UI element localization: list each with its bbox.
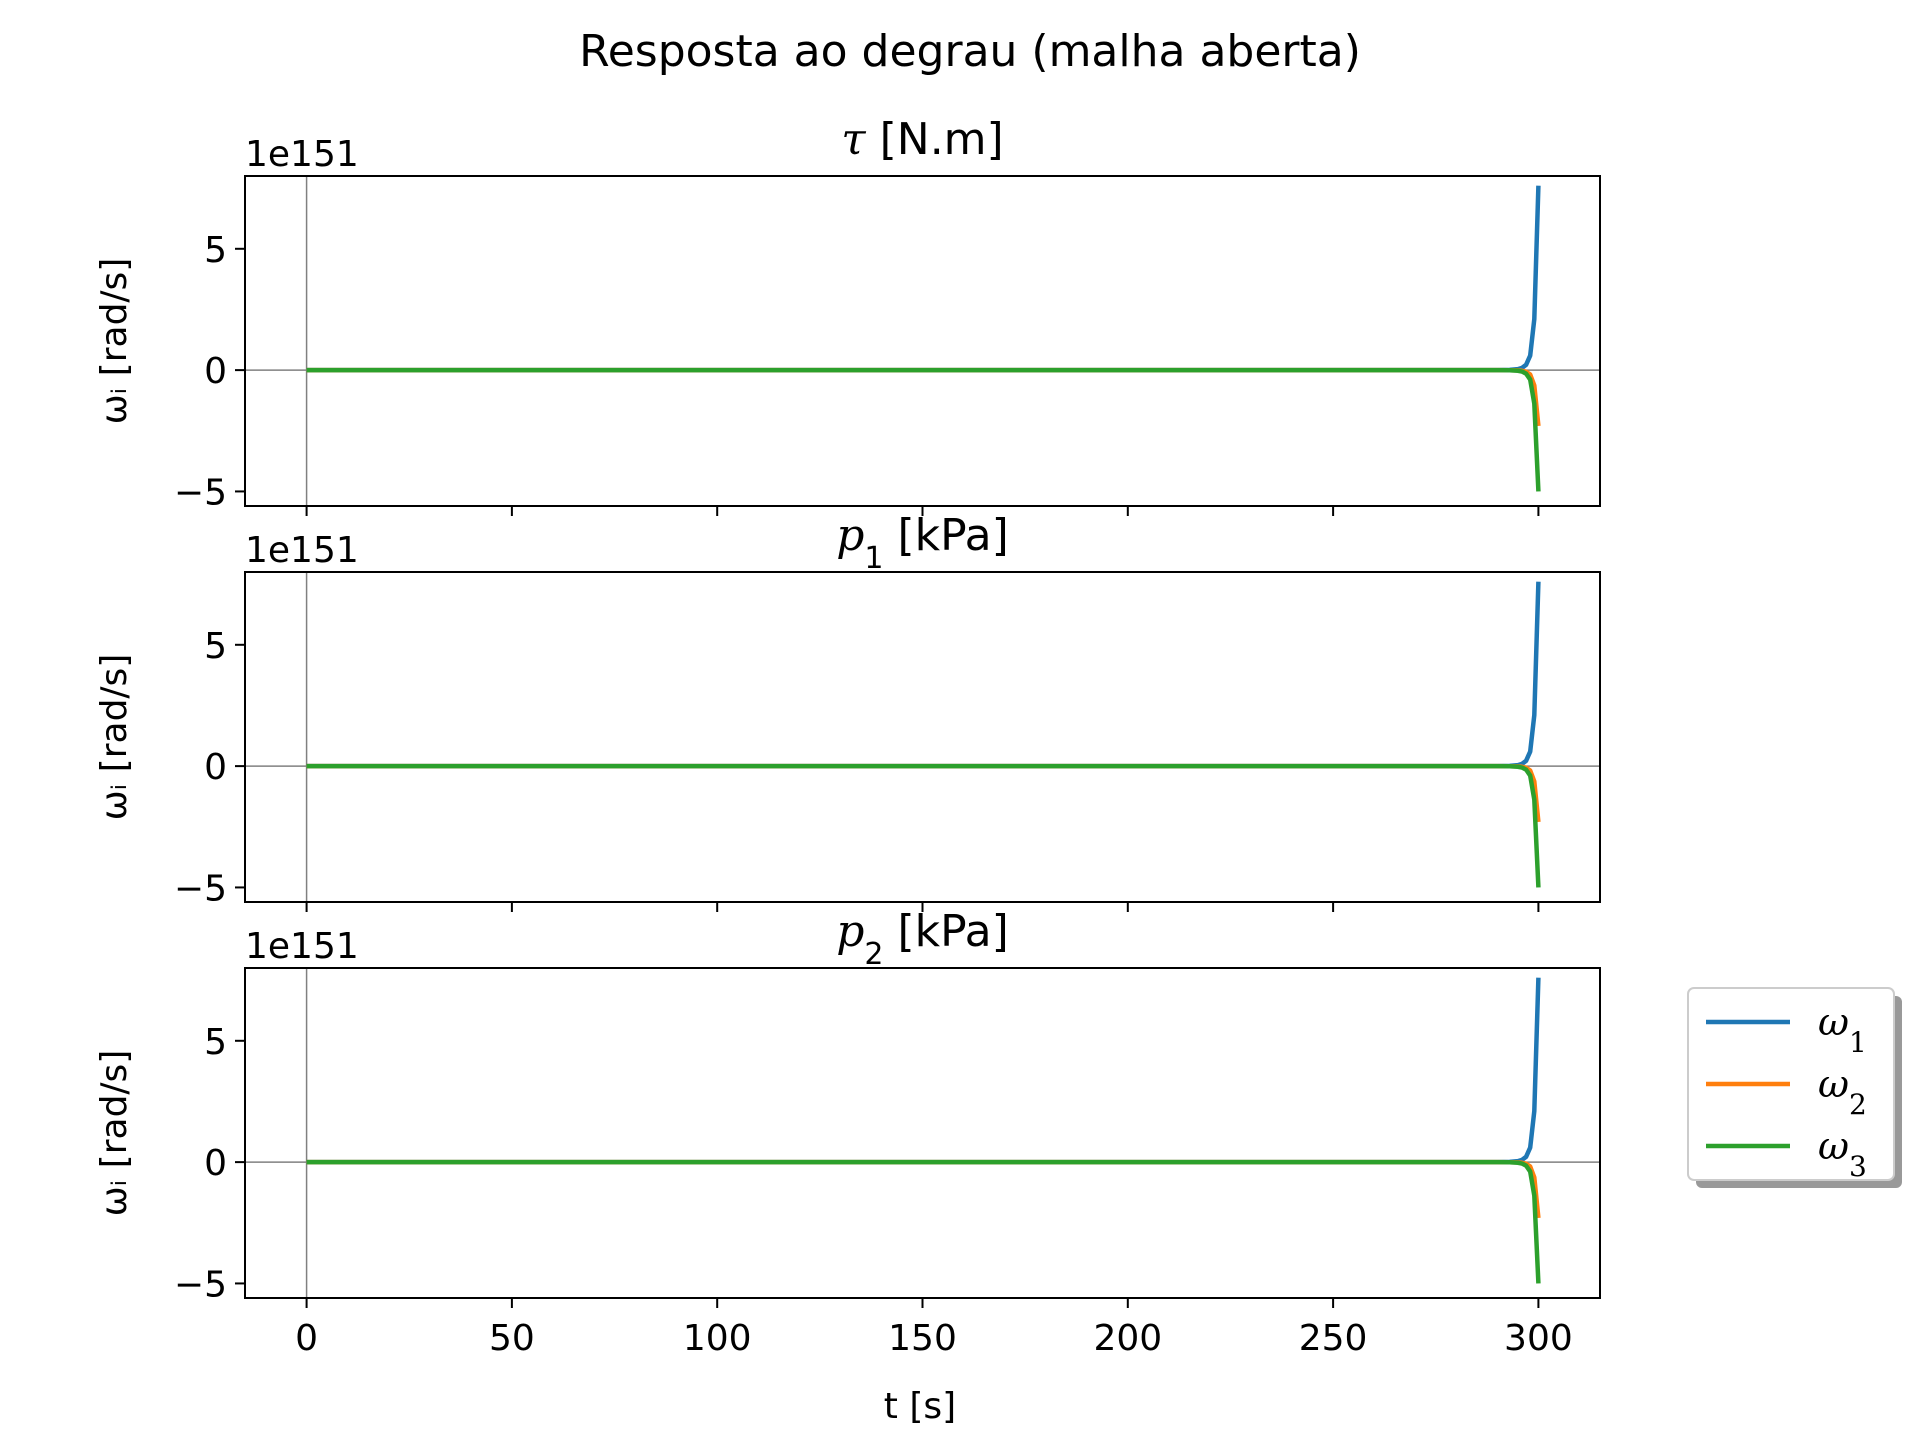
figure-title: Resposta ao degrau (malha aberta) (579, 26, 1361, 77)
y-offset-text: 1e151 (245, 134, 359, 175)
legend-entry-ω3: ω3 (1706, 1124, 1867, 1183)
x-tick-label: 150 (888, 1318, 957, 1359)
axes-frame (244, 967, 1601, 1299)
y-axis-label: ωᵢ [rad/s] (94, 654, 135, 821)
series-line-ω2 (306, 367, 1541, 427)
series-line-ω2 (306, 763, 1541, 823)
legend-label: ω1 (1818, 1000, 1867, 1059)
x-tick-label: 200 (1093, 1318, 1162, 1359)
axes-frame (244, 175, 1601, 507)
y-tick-label: 0 (204, 747, 227, 788)
legend-label: ω2 (1818, 1062, 1867, 1121)
y-axis-label: ωᵢ [rad/s] (94, 258, 135, 425)
series-line-ω2 (306, 1159, 1541, 1219)
x-tick-label: 100 (683, 1318, 752, 1359)
legend-box (1687, 987, 1895, 1181)
y-offset-text: 1e151 (245, 530, 359, 571)
y-tick-label: 0 (204, 351, 227, 392)
series-line-ω3 (306, 1159, 1541, 1284)
series-line-ω1 (306, 977, 1541, 1165)
x-tick-label: 0 (295, 1318, 318, 1359)
y-axis-label: ωᵢ [rad/s] (94, 1050, 135, 1217)
y-tick-label: 5 (204, 1022, 227, 1063)
legend-entry-ω2: ω2 (1706, 1062, 1867, 1121)
x-tick-label: 300 (1504, 1318, 1573, 1359)
subplot-title: p2 [kPa] (836, 906, 1009, 972)
axes-frame (244, 571, 1601, 903)
series-line-ω1 (306, 581, 1541, 769)
y-tick-label: −5 (174, 868, 227, 909)
legend-label: ω3 (1818, 1124, 1867, 1183)
legend-entry-ω1: ω1 (1706, 1000, 1867, 1059)
series-line-ω3 (306, 763, 1541, 888)
subplots: −5 0 5 1e151 τ [N.m] ωᵢ [rad/s] −5 0 5 1e151 p1 [k… (94, 114, 1601, 1359)
x-axis-label: t [s] (884, 1386, 956, 1427)
subplot-title: τ [N.m] (841, 114, 1003, 165)
y-tick-label: −5 (174, 472, 227, 513)
y-tick-label: 5 (204, 626, 227, 667)
y-offset-text: 1e151 (245, 926, 359, 967)
subplot-1: −5 0 5 1e151 τ [N.m] ωᵢ [rad/s] (94, 114, 1601, 516)
subplot-title: p1 [kPa] (836, 510, 1009, 576)
y-tick-label: −5 (174, 1264, 227, 1305)
x-tick-label: 50 (489, 1318, 535, 1359)
series-line-ω1 (306, 185, 1541, 373)
series-line-ω3 (306, 367, 1541, 492)
subplot-2: −5 0 5 1e151 p1 [kPa] ωᵢ [rad/s] (94, 510, 1601, 912)
x-tick-label: 250 (1299, 1318, 1368, 1359)
y-tick-label: 5 (204, 230, 227, 271)
y-tick-label: 0 (204, 1143, 227, 1184)
